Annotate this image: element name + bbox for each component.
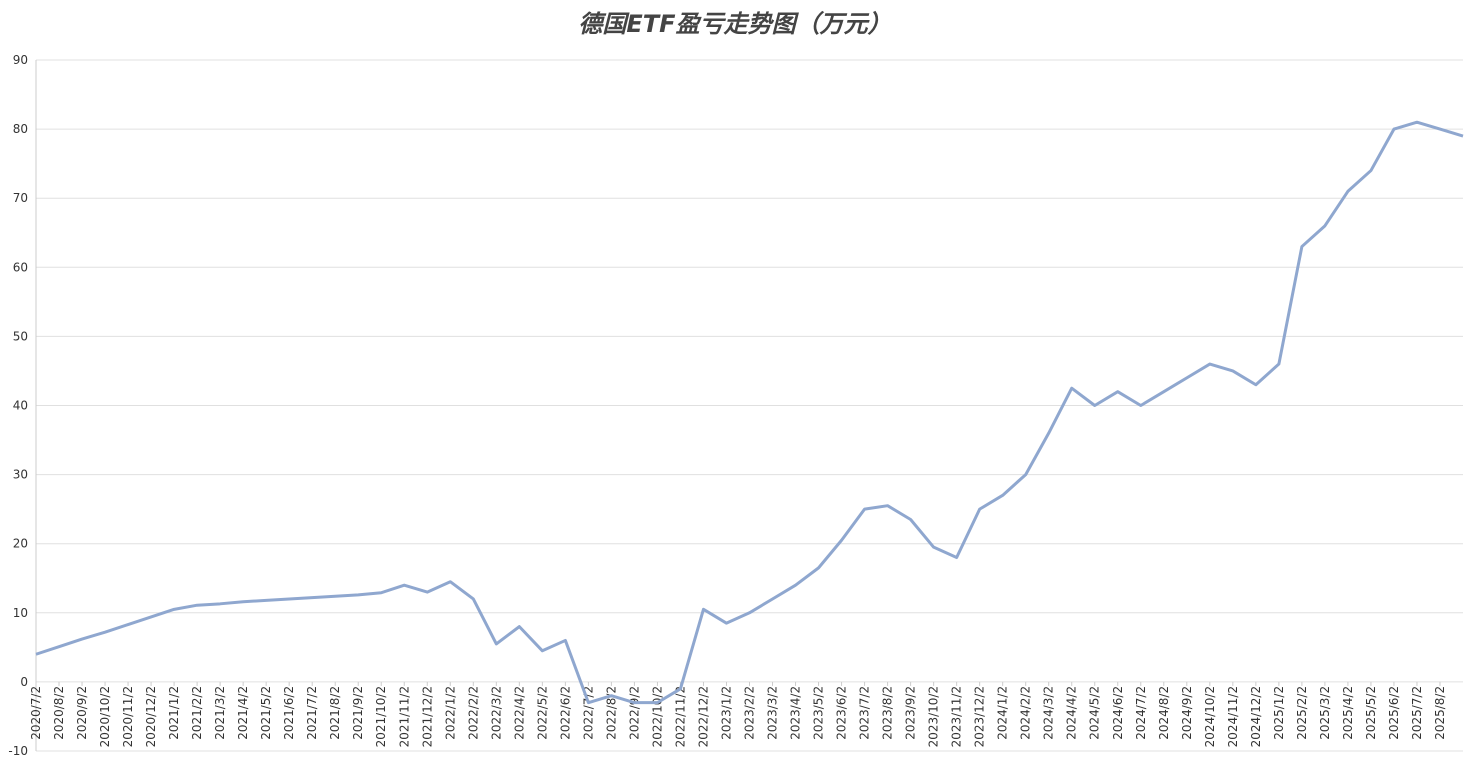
x-tick-label: 2022/12/2 xyxy=(696,686,710,748)
x-tick-label: 2025/8/2 xyxy=(1433,686,1447,740)
x-tick-label: 2021/9/2 xyxy=(351,686,365,740)
x-tick-label: 2021/4/2 xyxy=(236,686,250,740)
x-tick-label: 2025/4/2 xyxy=(1341,686,1355,740)
y-tick-label: 80 xyxy=(13,122,28,136)
x-tick-label: 2021/1/2 xyxy=(167,686,181,740)
x-tick-label: 2024/5/2 xyxy=(1088,686,1102,740)
x-tick-label: 2023/1/2 xyxy=(719,686,733,740)
y-tick-label: 0 xyxy=(20,675,28,689)
x-tick-label: 2025/5/2 xyxy=(1364,686,1378,740)
x-tick-label: 2023/3/2 xyxy=(766,686,780,740)
x-tick-label: 2024/8/2 xyxy=(1157,686,1171,740)
x-tick-label: 2023/10/2 xyxy=(927,686,941,748)
x-tick-label: 2024/3/2 xyxy=(1042,686,1056,740)
x-tick-label: 2021/6/2 xyxy=(282,686,296,740)
x-tick-label: 2022/11/2 xyxy=(673,686,687,748)
x-tick-label: 2023/7/2 xyxy=(858,686,872,740)
x-tick-label: 2024/9/2 xyxy=(1180,686,1194,740)
y-tick-label: 90 xyxy=(13,53,28,67)
x-tick-label: 2021/12/2 xyxy=(420,686,434,748)
x-tick-label: 2024/7/2 xyxy=(1134,686,1148,740)
x-tick-label: 2021/5/2 xyxy=(259,686,273,740)
x-tick-label: 2022/10/2 xyxy=(650,686,664,748)
x-tick-label: 2024/6/2 xyxy=(1111,686,1125,740)
x-tick-label: 2022/2/2 xyxy=(466,686,480,740)
x-tick-label: 2022/9/2 xyxy=(627,686,641,740)
x-tick-label: 2023/9/2 xyxy=(904,686,918,740)
y-tick-label: 10 xyxy=(13,606,28,620)
y-tick-label: 60 xyxy=(13,260,28,274)
x-tick-label: 2021/8/2 xyxy=(328,686,342,740)
x-tick-label: 2025/2/2 xyxy=(1295,686,1309,740)
x-tick-label: 2022/4/2 xyxy=(512,686,526,740)
y-tick-label: -10 xyxy=(8,744,28,758)
x-tick-label: 2023/5/2 xyxy=(812,686,826,740)
x-tick-label: 2020/11/2 xyxy=(121,686,135,748)
x-tick-label: 2023/11/2 xyxy=(950,686,964,748)
x-tick-label: 2024/4/2 xyxy=(1065,686,1079,740)
x-tick-label: 2021/7/2 xyxy=(305,686,319,740)
x-tick-label: 2022/5/2 xyxy=(535,686,549,740)
x-tick-label: 2020/7/2 xyxy=(29,686,43,740)
x-tick-label: 2022/6/2 xyxy=(558,686,572,740)
x-tick-label: 2022/7/2 xyxy=(581,686,595,740)
x-tick-label: 2020/8/2 xyxy=(52,686,66,740)
x-tick-label: 2023/2/2 xyxy=(743,686,757,740)
x-tick-label: 2024/1/2 xyxy=(996,686,1010,740)
x-tick-label: 2024/12/2 xyxy=(1249,686,1263,748)
x-tick-label: 2022/1/2 xyxy=(443,686,457,740)
x-tick-label: 2022/8/2 xyxy=(604,686,618,740)
y-tick-label: 30 xyxy=(13,468,28,482)
x-tick-label: 2024/11/2 xyxy=(1226,686,1240,748)
x-tick-label: 2020/12/2 xyxy=(144,686,158,748)
y-tick-label: 70 xyxy=(13,191,28,205)
x-tick-label: 2022/3/2 xyxy=(489,686,503,740)
x-tick-label: 2023/12/2 xyxy=(973,686,987,748)
x-tick-label: 2020/9/2 xyxy=(75,686,89,740)
x-tick-label: 2021/2/2 xyxy=(190,686,204,740)
x-tick-label: 2020/10/2 xyxy=(98,686,112,748)
x-tick-label: 2025/3/2 xyxy=(1318,686,1332,740)
chart-title: 德国ETF盈亏走势图（万元） xyxy=(578,10,891,38)
x-tick-label: 2024/10/2 xyxy=(1203,686,1217,748)
x-tick-label: 2021/3/2 xyxy=(213,686,227,740)
x-tick-label: 2023/8/2 xyxy=(881,686,895,740)
x-tick-label: 2021/10/2 xyxy=(374,686,388,748)
x-tick-label: 2023/6/2 xyxy=(835,686,849,740)
y-tick-label: 40 xyxy=(13,399,28,413)
x-tick-label: 2025/1/2 xyxy=(1272,686,1286,740)
x-tick-label: 2023/4/2 xyxy=(789,686,803,740)
y-tick-label: 20 xyxy=(13,537,28,551)
x-tick-label: 2024/2/2 xyxy=(1019,686,1033,740)
x-tick-label: 2025/6/2 xyxy=(1387,686,1401,740)
y-tick-label: 50 xyxy=(13,329,28,343)
line-series xyxy=(35,120,1464,705)
x-tick-label: 2025/7/2 xyxy=(1410,686,1424,740)
x-tick-label: 2021/11/2 xyxy=(397,686,411,748)
